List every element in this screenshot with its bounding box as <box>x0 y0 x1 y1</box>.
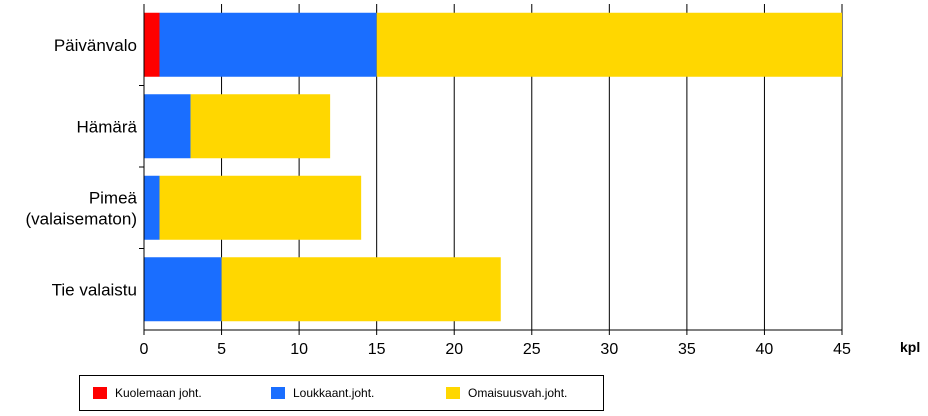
legend-swatch-loukkaant <box>271 387 285 399</box>
x-tick-label-5: 5 <box>217 341 226 358</box>
category-label-0: Päivänvalo <box>54 36 137 55</box>
category-label-2: Pimeä (valaisematon) <box>26 188 138 228</box>
bar-0-series-0 <box>144 12 160 77</box>
x-tick-label-40: 40 <box>756 341 774 358</box>
legend-swatch-kuolemaan <box>93 387 107 399</box>
bar-1-series-2 <box>190 94 331 159</box>
bar-0-series-1 <box>159 12 377 77</box>
legend-label-omaisuusvah: Omaisuusvah.joht. <box>468 386 568 400</box>
bars <box>144 12 842 322</box>
legend-label-kuolemaan: Kuolemaan joht. <box>115 386 202 400</box>
bar-2-series-1 <box>144 175 160 240</box>
legend-label-loukkaant: Loukkaant.joht. <box>293 386 375 400</box>
x-tick-label-20: 20 <box>445 341 463 358</box>
x-tick-label-0: 0 <box>140 341 149 358</box>
legend-item-omaisuusvah: Omaisuusvah.joht. <box>446 386 567 400</box>
x-tick-label-25: 25 <box>523 341 541 358</box>
stacked-bar-chart: Päivänvalo Hämärä Pimeä (valaisematon) Tie v… <box>26 4 920 358</box>
bar-1-series-1 <box>144 94 191 159</box>
x-tick-label-30: 30 <box>600 341 618 358</box>
bar-0-series-2 <box>376 12 842 77</box>
x-tick-label-15: 15 <box>368 341 386 358</box>
legend: Kuolemaan joht. Loukkaant.joht. Omaisuus… <box>79 375 604 411</box>
category-label-3: Tie valaistu <box>52 280 137 299</box>
category-label-line: Päivänvalo <box>54 36 137 55</box>
category-label-line: Tie valaistu <box>52 280 137 299</box>
x-tick-label-10: 10 <box>290 341 308 358</box>
bar-2-series-2 <box>159 175 362 240</box>
legend-swatch-omaisuusvah <box>446 387 460 399</box>
category-label-line: Pimeä <box>89 188 138 207</box>
category-label-line: Hämärä <box>77 117 138 136</box>
x-tick-label-35: 35 <box>678 341 696 358</box>
category-label-1: Hämärä <box>77 117 138 136</box>
category-labels: Päivänvalo Hämärä Pimeä (valaisematon) Tie v… <box>26 36 138 300</box>
x-tick-labels: 0 5 10 15 20 25 30 35 40 45 <box>140 341 851 358</box>
legend-item-kuolemaan: Kuolemaan joht. <box>93 386 202 400</box>
legend-item-loukkaant: Loukkaant.joht. <box>271 386 374 400</box>
x-tick-label-45: 45 <box>833 341 851 358</box>
x-unit-label: kpl <box>900 339 920 355</box>
category-label-line: (valaisematon) <box>26 209 138 228</box>
bar-3-series-2 <box>221 257 501 322</box>
bar-3-series-1 <box>144 257 222 322</box>
axes <box>139 4 843 335</box>
